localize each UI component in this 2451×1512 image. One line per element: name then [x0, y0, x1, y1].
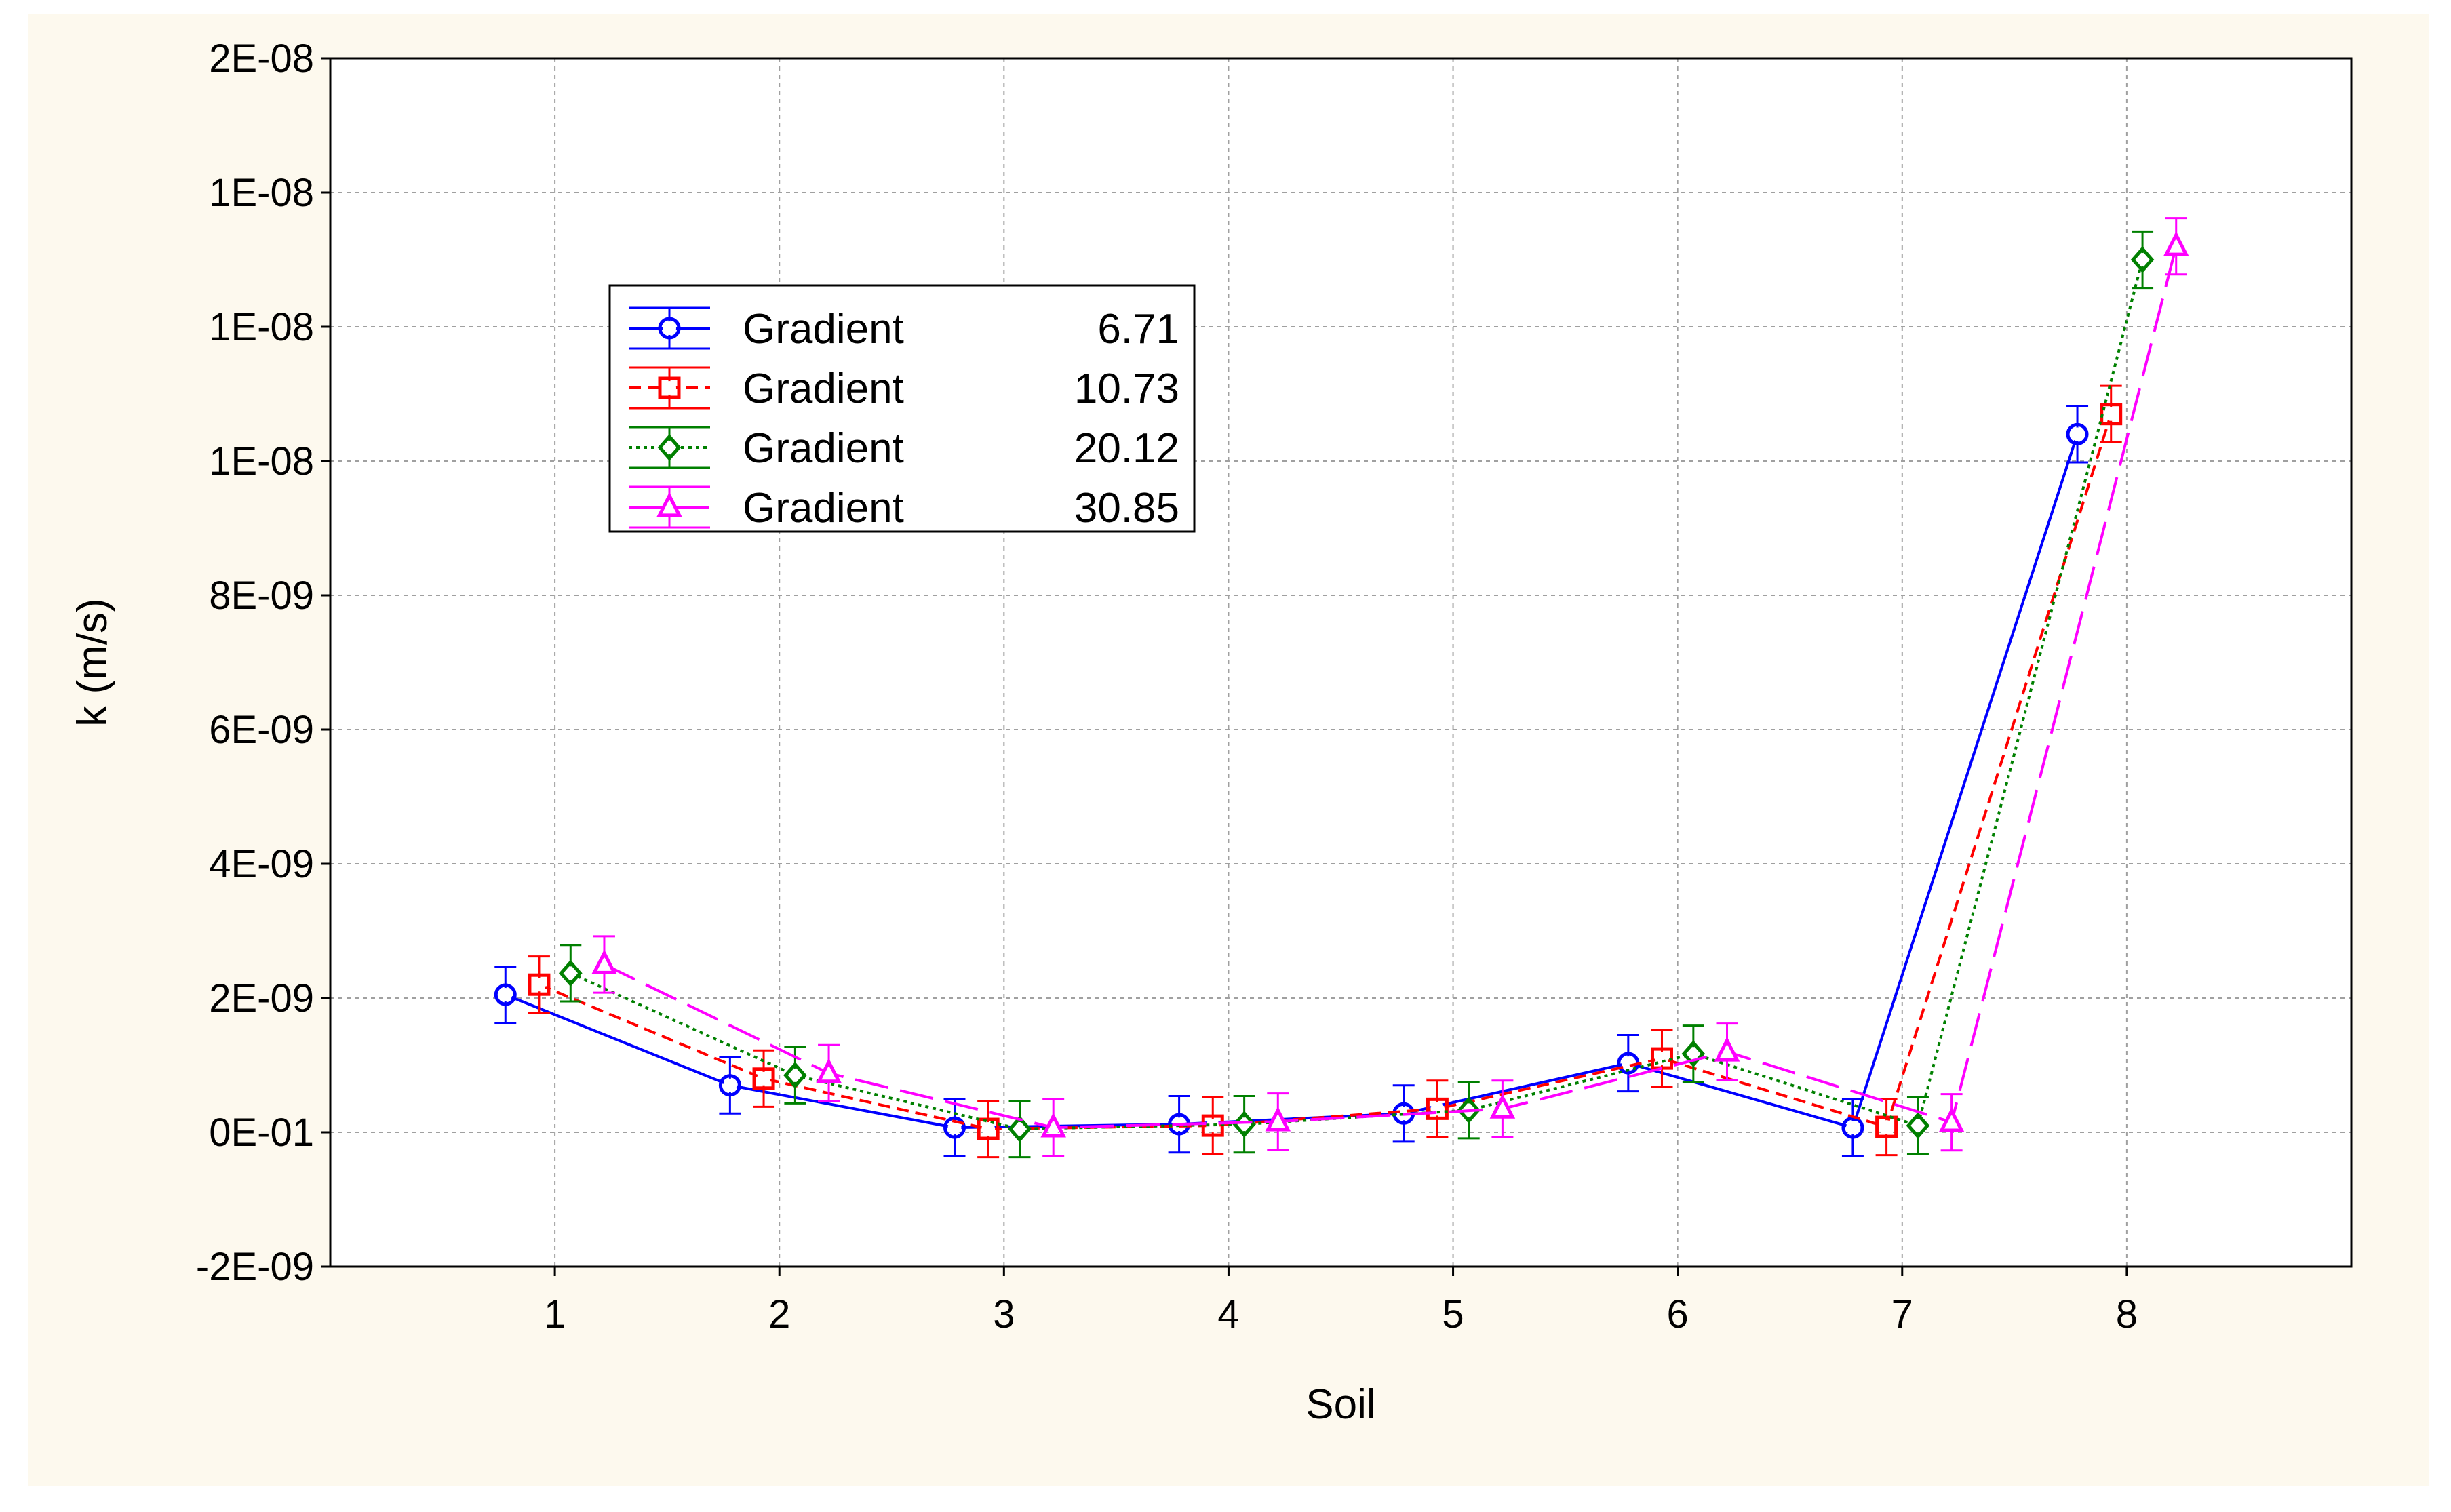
data-point [943, 1116, 966, 1139]
data-point [1265, 1106, 1291, 1132]
y-tick-label: 2E-08 [209, 37, 314, 81]
series-line [505, 433, 2079, 1130]
data-point [977, 1117, 1000, 1140]
data-point [1714, 1036, 1740, 1062]
y-axis-title: k (m/s) [69, 598, 116, 726]
data-point [591, 949, 617, 974]
marker-fill [532, 978, 546, 992]
legend-item: Gradient 20.12 [629, 425, 1179, 472]
data-point [558, 959, 583, 987]
marker-fill [788, 1068, 802, 1082]
series-line [538, 414, 2113, 1131]
data-point [1232, 1111, 1256, 1138]
x-tick-label: 7 [1891, 1292, 1913, 1336]
legend-value: 6.71 [1097, 306, 1179, 353]
chart-frame: -2E-09 0E-01 2E-09 4E-09 6E-09 8E-09 1E-08 1E-0… [28, 14, 2429, 1486]
series-line [570, 259, 2144, 1131]
y-tick-label: 1E-08 [209, 305, 314, 349]
data-point [1457, 1096, 1481, 1124]
legend-label: Gradient [743, 485, 904, 532]
data-point [752, 1067, 775, 1090]
marker-fill [2136, 253, 2150, 266]
y-tick-label: 8E-09 [209, 574, 314, 618]
plot-area [330, 58, 2351, 1267]
legend-label: Gradient [743, 425, 904, 472]
y-tick-label: 2E-09 [209, 976, 314, 1020]
y-tick-label: 6E-09 [209, 708, 314, 752]
data-point [1681, 1040, 1706, 1068]
data-point [783, 1061, 807, 1089]
marker-fill [564, 966, 578, 980]
series-20.12 [558, 230, 2155, 1159]
marker-fill [947, 1121, 962, 1135]
data-point [816, 1058, 842, 1083]
plot-border [329, 57, 2353, 1268]
series-10.73 [528, 384, 2123, 1159]
legend-value: 10.73 [1074, 365, 1179, 412]
legend-label: Gradient [743, 365, 904, 412]
legend-label: Gradient [743, 306, 904, 353]
legend-marker [658, 376, 681, 399]
legend-item: Gradient 10.73 [629, 365, 1179, 412]
marker-fill [723, 1078, 737, 1092]
marker-fill [498, 988, 513, 1002]
legend-marker-fill [663, 441, 676, 454]
legend-marker [657, 434, 682, 461]
y-tick-label: 4E-09 [209, 842, 314, 886]
data-point [1841, 1116, 1864, 1139]
data-point [718, 1074, 741, 1097]
x-tick-label: 5 [1442, 1292, 1464, 1336]
data-point [2130, 246, 2155, 273]
marker-fill [1237, 1117, 1251, 1132]
x-tick-label: 4 [1217, 1292, 1239, 1336]
legend-marker-fill [663, 381, 676, 395]
legend-value: 20.12 [1074, 425, 1179, 472]
marker-fill [1879, 1120, 1894, 1134]
x-tick-label: 8 [2116, 1292, 2138, 1336]
y-tick-label: 1E-08 [209, 439, 314, 483]
data-point [1008, 1115, 1032, 1142]
x-axis-title: Soil [1306, 1381, 1375, 1428]
marker-fill [1845, 1121, 1860, 1135]
data-point [2066, 422, 2089, 445]
x-axis-ticks: 1 2 3 4 5 6 7 8 [544, 1267, 2138, 1336]
marker-fill [1013, 1122, 1027, 1136]
data-point [2163, 231, 2189, 256]
data-point [494, 983, 517, 1006]
y-axis-ticks: -2E-09 0E-01 2E-09 4E-09 6E-09 8E-09 1E-08 1E-0… [196, 37, 330, 1289]
series-30.85 [591, 217, 2189, 1157]
x-tick-label: 3 [993, 1292, 1015, 1336]
data-point [528, 973, 551, 996]
marker-fill [757, 1071, 771, 1086]
marker-fill [981, 1122, 996, 1136]
x-tick-label: 1 [544, 1292, 566, 1336]
x-tick-label: 6 [1667, 1292, 1689, 1336]
data-point [1040, 1112, 1066, 1138]
marker-fill [1206, 1119, 1220, 1133]
y-tick-label: 1E-08 [209, 171, 314, 215]
y-tick-label: -2E-09 [196, 1245, 314, 1289]
legend-item: Gradient 6.71 [629, 306, 1179, 353]
marker-fill [2104, 407, 2118, 421]
data-point [1875, 1115, 1898, 1138]
legend-value: 30.85 [1074, 485, 1179, 532]
legend-item: Gradient 30.85 [629, 485, 1179, 532]
legend-marker [658, 317, 681, 340]
data-point [1426, 1097, 1449, 1120]
marker-fill [2071, 427, 2085, 441]
data-point [1906, 1112, 1930, 1140]
series-line [604, 245, 2178, 1130]
x-tick-label: 2 [768, 1292, 790, 1336]
series-group [494, 217, 2189, 1159]
legend-marker [656, 492, 682, 517]
legend-marker-fill [663, 321, 676, 335]
marker-fill [1686, 1047, 1700, 1061]
marker-fill [1910, 1119, 1925, 1133]
y-tick-label: 0E-01 [209, 1111, 314, 1155]
data-point [1938, 1107, 1965, 1132]
data-point [1489, 1094, 1516, 1119]
chart-svg: -2E-09 0E-01 2E-09 4E-09 6E-09 8E-09 1E-08 1E-0… [69, 37, 2353, 1428]
